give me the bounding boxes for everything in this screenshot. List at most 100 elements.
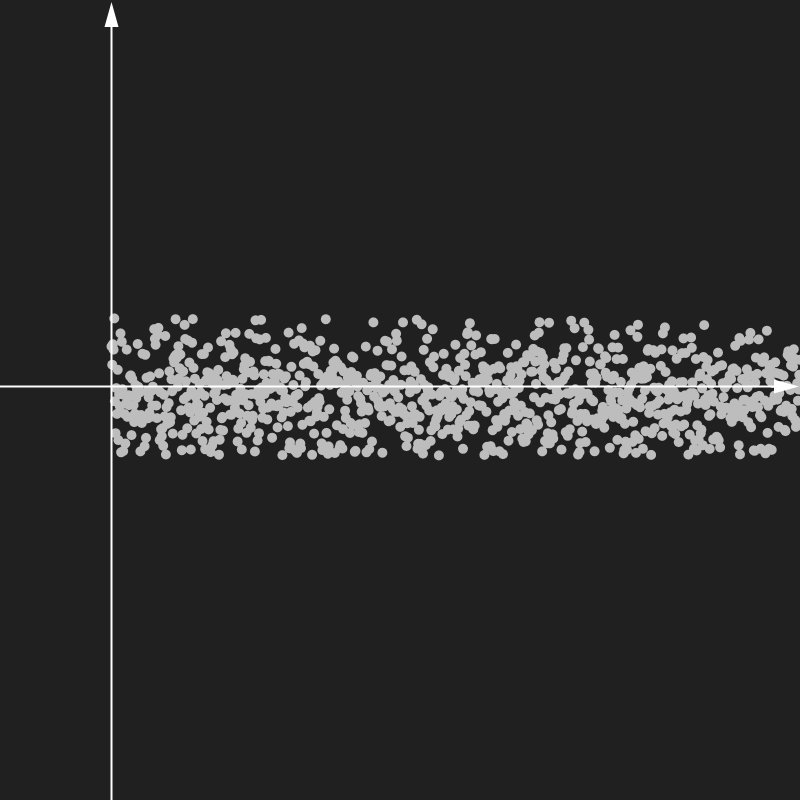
data-point [433, 450, 444, 461]
data-point [726, 374, 737, 384]
data-point [756, 412, 767, 423]
data-point [705, 409, 716, 420]
data-point [786, 403, 797, 414]
data-point [696, 424, 707, 435]
data-point [205, 402, 216, 413]
data-point [792, 395, 800, 406]
data-point [151, 400, 162, 411]
data-point [288, 380, 299, 390]
data-point [707, 388, 718, 399]
data-point [418, 344, 429, 355]
data-point [176, 445, 187, 456]
data-point [613, 342, 624, 353]
data-point [546, 417, 557, 428]
data-point [324, 404, 335, 415]
data-point [409, 366, 420, 377]
data-point [637, 393, 648, 404]
data-point [498, 449, 508, 460]
data-point [750, 377, 761, 388]
data-point [533, 419, 544, 430]
data-point [160, 331, 171, 341]
data-point [759, 352, 770, 363]
data-point [196, 424, 207, 434]
data-point [577, 342, 588, 353]
data-point [153, 322, 164, 333]
data-point [667, 345, 678, 356]
data-point [427, 389, 437, 400]
data-point [197, 436, 208, 446]
data-point [309, 428, 320, 439]
data-point [788, 344, 799, 355]
data-point [170, 314, 181, 325]
data-point [382, 336, 393, 347]
data-point [156, 431, 167, 442]
data-point [185, 444, 196, 455]
data-point [614, 387, 625, 398]
data-point [425, 436, 436, 446]
data-point [310, 345, 321, 356]
data-point [717, 360, 728, 371]
data-point [666, 376, 677, 387]
data-point [360, 341, 371, 352]
data-point [713, 347, 723, 358]
data-point [134, 387, 145, 398]
data-point [416, 319, 427, 330]
data-point [761, 325, 772, 336]
data-point [753, 334, 764, 345]
data-point [555, 404, 566, 414]
data-point [794, 369, 800, 380]
data-point [733, 440, 744, 451]
data-point [164, 366, 175, 377]
data-point [735, 335, 746, 346]
data-point [342, 394, 353, 405]
data-point [645, 363, 656, 374]
data-point [475, 347, 486, 358]
data-point [216, 336, 227, 347]
data-point [398, 317, 408, 328]
data-point [245, 422, 256, 433]
data-point [243, 400, 254, 411]
data-point [460, 371, 471, 382]
data-point [679, 419, 690, 430]
data-point [495, 363, 506, 374]
data-point [633, 319, 643, 330]
data-point [377, 447, 388, 458]
data-point [659, 322, 670, 333]
data-point [236, 444, 247, 455]
data-point [115, 328, 126, 339]
data-point [193, 399, 204, 410]
data-point [503, 435, 514, 446]
data-point [567, 406, 578, 417]
data-point [686, 342, 697, 353]
data-point [530, 356, 541, 367]
data-point [673, 437, 684, 448]
data-point [375, 371, 386, 382]
data-point [132, 339, 143, 349]
data-point [396, 351, 407, 362]
data-point [372, 345, 383, 356]
data-point [715, 442, 726, 453]
data-point [612, 434, 623, 445]
data-point [249, 446, 260, 457]
data-point [400, 410, 411, 421]
data-point [274, 399, 284, 410]
data-point [173, 341, 184, 352]
data-point [580, 437, 591, 447]
data-point [118, 446, 129, 457]
data-point [604, 442, 615, 453]
data-point [185, 407, 196, 418]
data-point [453, 365, 464, 376]
data-point [232, 436, 243, 447]
data-point [687, 377, 698, 388]
data-point [599, 422, 610, 433]
data-point [120, 438, 131, 449]
data-point [646, 449, 657, 460]
data-point [187, 314, 198, 325]
data-point [203, 342, 213, 353]
data-point [321, 427, 332, 438]
data-point [229, 376, 240, 387]
data-point [778, 370, 789, 381]
data-point [296, 443, 306, 454]
data-point [588, 396, 599, 407]
